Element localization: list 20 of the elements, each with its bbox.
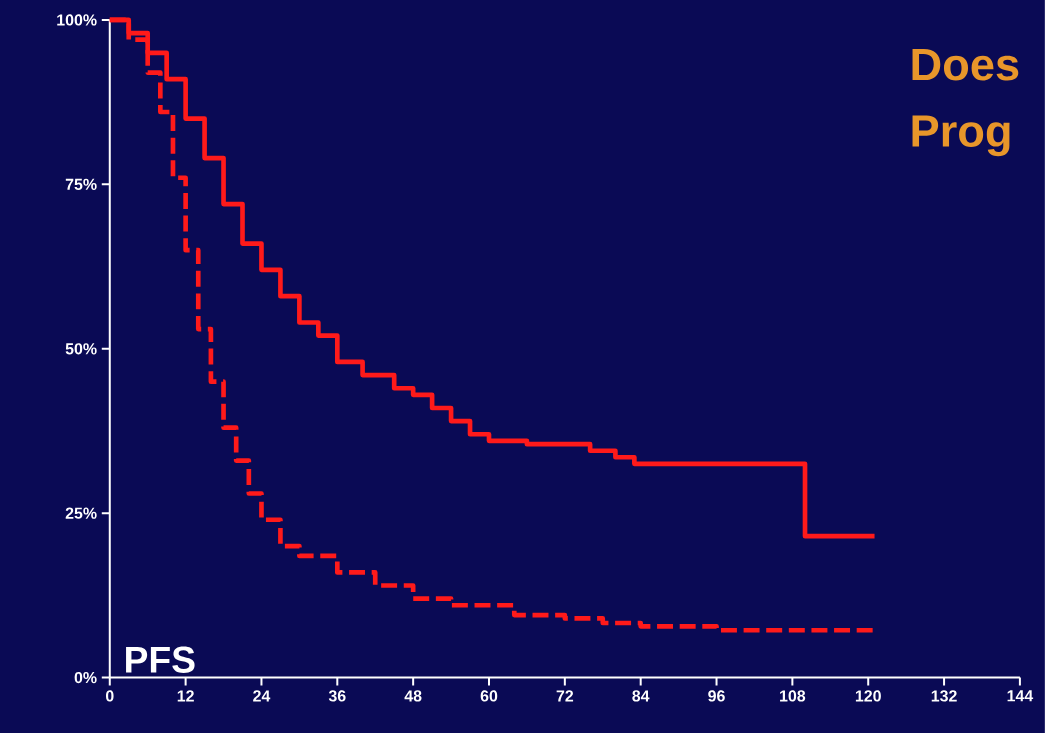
x-tick-label: 108 bbox=[780, 690, 806, 702]
x-tick-label: 144 bbox=[1007, 690, 1034, 702]
x-tick-label: 96 bbox=[708, 690, 725, 702]
x-tick-label: 132 bbox=[931, 690, 957, 702]
y-tick-label: 100% bbox=[57, 14, 97, 26]
x-tick-label: 12 bbox=[177, 690, 194, 702]
y-tick-label: 25% bbox=[65, 507, 97, 519]
x-tick-label: 48 bbox=[404, 690, 422, 702]
x-tick-label: 60 bbox=[480, 690, 498, 702]
text: Does Prog bbox=[912, 48, 1019, 156]
x-tick-label: 0 bbox=[105, 690, 114, 702]
x-tick-label: 24 bbox=[253, 690, 271, 702]
y-tick-label: 0% bbox=[74, 671, 97, 684]
x-tick-label: 120 bbox=[855, 690, 881, 702]
x-tick-label: 72 bbox=[556, 690, 574, 702]
y-tick-label: 75% bbox=[65, 178, 97, 190]
x-tick-label: 36 bbox=[328, 690, 346, 702]
x-tick-label: 84 bbox=[632, 690, 650, 702]
y-tick-label: 50% bbox=[65, 342, 97, 355]
annotation: PFS bbox=[126, 646, 195, 673]
